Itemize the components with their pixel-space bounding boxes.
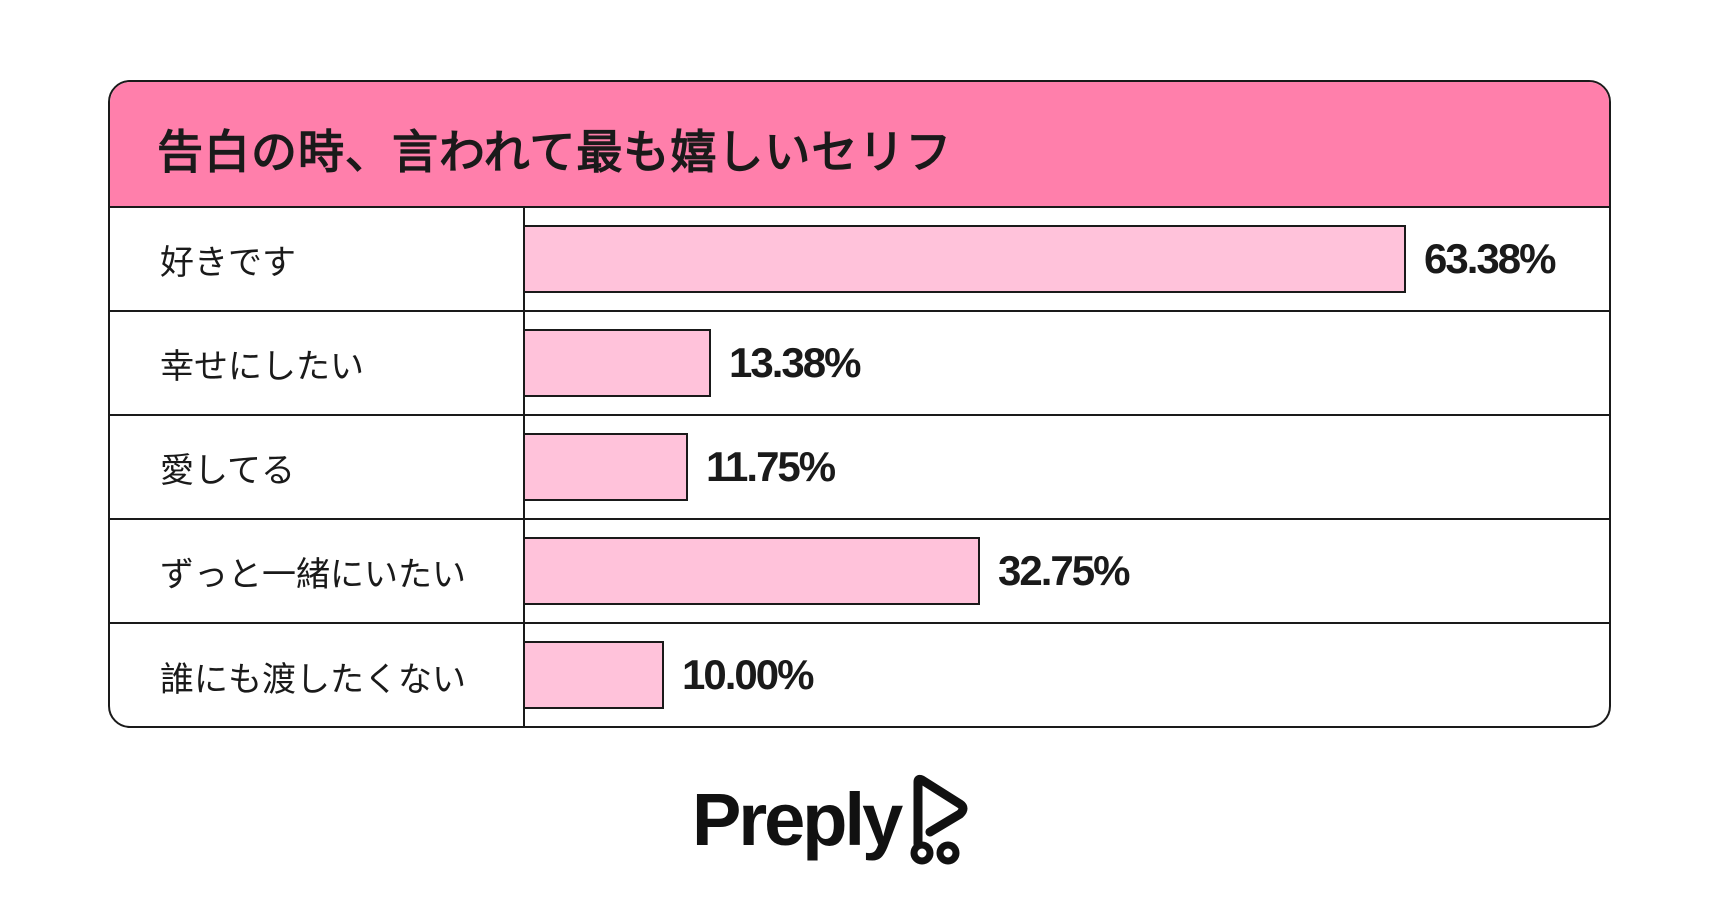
chart-header: 告白の時、言われて最も嬉しいセリフ — [110, 82, 1609, 208]
label-column-divider — [523, 208, 525, 726]
bar — [525, 537, 980, 605]
category-label: 好きです — [160, 242, 296, 283]
data-label: 63.38% — [1424, 235, 1556, 282]
category-label: ずっと一緒にいたい — [160, 554, 466, 595]
chart-card: 告白の時、言われて最も嬉しいセリフ 好きです幸せにしたい 愛してるずっと一緒にいた… — [108, 80, 1611, 728]
preply-logo-icon — [910, 774, 968, 865]
data-label: 11.75% — [706, 443, 836, 490]
chart-title: 告白の時、言われて最も嬉しいセリフ — [157, 125, 953, 179]
table-row: 誰にも渡したくない — [110, 624, 1609, 726]
category-label: 愛してる — [160, 450, 295, 491]
brand-logo: Preply — [692, 770, 974, 870]
bar — [525, 329, 711, 397]
bar — [525, 641, 664, 709]
chart-rows: 好きです幸せにしたい 愛してるずっと一緒にいたい 誰にも渡したくない — [110, 208, 1609, 726]
bar — [525, 225, 1406, 293]
data-label: 10.00% — [682, 651, 814, 698]
category-label: 幸せにしたい — [160, 346, 364, 387]
table-row: ずっと一緒にいたい — [110, 520, 1609, 624]
data-label: 13.38% — [729, 339, 861, 386]
category-label: 誰にも渡したくない — [160, 659, 466, 700]
table-row: 好きです — [110, 208, 1609, 312]
brand-name: Preply — [692, 778, 903, 861]
data-label: 32.75% — [998, 547, 1130, 594]
table-row: 幸せにしたい — [110, 312, 1609, 416]
bar — [525, 433, 688, 501]
table-row: 愛してる — [110, 416, 1609, 520]
